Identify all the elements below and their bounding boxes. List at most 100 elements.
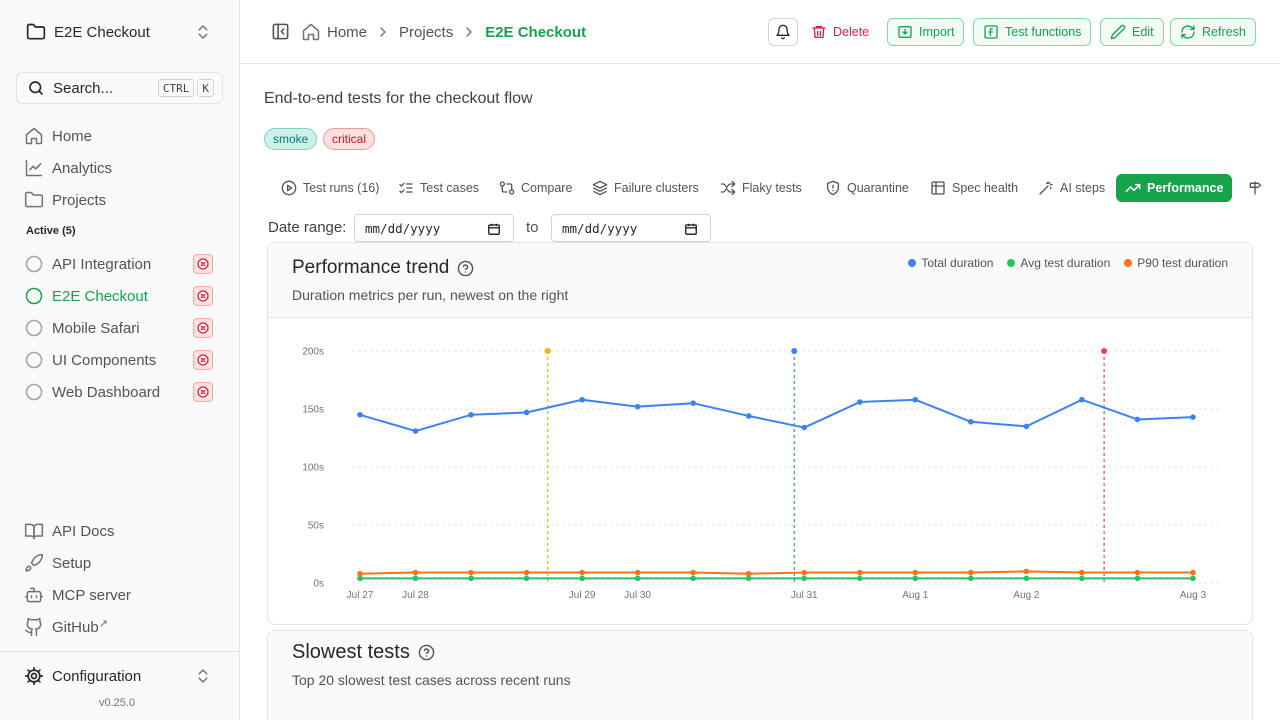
performance-trend-card: Performance trend Duration metrics per r… bbox=[267, 242, 1253, 625]
sidebar-item-label: GitHub bbox=[52, 618, 99, 636]
sidebar-project-web-dashboard[interactable]: Web Dashboard bbox=[24, 380, 160, 404]
search-icon bbox=[27, 79, 45, 97]
circle-icon bbox=[24, 382, 44, 402]
help-circle-icon[interactable] bbox=[457, 260, 474, 277]
sidebar-project-mobile-safari[interactable]: Mobile Safari bbox=[24, 316, 140, 340]
external-link-icon: ↗ bbox=[98, 617, 108, 630]
performance-card-header: Performance trend Duration metrics per r… bbox=[268, 243, 1252, 318]
sidebar-item-analytics[interactable]: Analytics bbox=[24, 156, 112, 180]
remove-project-button[interactable] bbox=[193, 254, 213, 274]
tab-flaky-tests[interactable]: Flaky tests bbox=[711, 174, 811, 202]
legend-item-total[interactable]: Total duration bbox=[908, 256, 993, 270]
home-icon[interactable] bbox=[301, 22, 321, 42]
sidebar-item-home[interactable]: Home bbox=[24, 124, 92, 148]
remove-project-button[interactable] bbox=[193, 318, 213, 338]
tab-compare[interactable]: Compare bbox=[490, 174, 581, 202]
data-point bbox=[1134, 416, 1141, 423]
import-button[interactable]: Import bbox=[887, 18, 965, 46]
tab-failure-clusters[interactable]: Failure clusters bbox=[583, 174, 708, 202]
data-point bbox=[690, 400, 696, 406]
sidebar-toggle-icon[interactable] bbox=[271, 22, 290, 41]
table-icon bbox=[930, 180, 946, 196]
data-point bbox=[690, 569, 696, 576]
import-icon bbox=[897, 24, 913, 40]
data-point bbox=[912, 396, 919, 403]
chevrons-up-down-icon bbox=[194, 23, 212, 41]
tab-spec-health[interactable]: Spec health bbox=[921, 174, 1027, 202]
circle-icon bbox=[24, 318, 44, 338]
notifications-button[interactable] bbox=[768, 18, 798, 46]
run-marker-dot bbox=[1101, 348, 1108, 354]
tab-test-runs[interactable]: Test runs (16) bbox=[272, 174, 388, 202]
remove-project-button[interactable] bbox=[193, 286, 213, 306]
x-tick-label: Aug 3 bbox=[1180, 590, 1207, 601]
tab-performance[interactable]: Performance bbox=[1116, 174, 1233, 202]
data-point bbox=[579, 575, 585, 582]
chevron-right-icon bbox=[461, 24, 477, 40]
tag-critical[interactable]: critical bbox=[323, 128, 376, 150]
folder-icon bbox=[24, 190, 44, 210]
remove-project-button[interactable] bbox=[193, 382, 213, 402]
sidebar-item-label: Analytics bbox=[52, 159, 113, 177]
active-projects-heading: Active (5) bbox=[26, 225, 76, 237]
x-tick-label: Jul 29 bbox=[569, 590, 596, 601]
tab-label: Performance bbox=[1147, 181, 1224, 195]
tag-smoke[interactable]: smoke bbox=[264, 128, 318, 150]
refresh-button[interactable]: Refresh bbox=[1170, 18, 1256, 46]
kbd-ctrl: CTRL bbox=[157, 79, 195, 97]
tab-test-cases[interactable]: Test cases bbox=[389, 174, 488, 202]
sidebar-link-mcp-server[interactable]: MCP server bbox=[24, 583, 131, 607]
legend-item-p90[interactable]: P90 test duration bbox=[1124, 256, 1228, 270]
legend-item-avg[interactable]: Avg test duration bbox=[1007, 256, 1110, 270]
date-to-input[interactable]: mm/dd/yyyy bbox=[551, 214, 711, 242]
sidebar: E2E Checkout Search... CTRL K Home Analy… bbox=[0, 0, 240, 720]
tab-overflow[interactable] bbox=[1238, 174, 1272, 202]
rocket-icon bbox=[24, 553, 44, 573]
sidebar-project-ui-components[interactable]: UI Components bbox=[24, 348, 156, 372]
data-point bbox=[801, 569, 808, 576]
tab-quarantine[interactable]: Quarantine bbox=[816, 174, 918, 202]
configuration-label: Configuration bbox=[52, 667, 142, 685]
sidebar-link-github[interactable]: GitHub ↗ bbox=[24, 615, 108, 639]
breadcrumb: Home Projects E2E Checkout bbox=[301, 22, 586, 42]
search-input[interactable]: Search... CTRL K bbox=[16, 72, 223, 104]
data-point bbox=[634, 575, 641, 582]
tab-label: Spec health bbox=[952, 181, 1019, 195]
x-circle-icon bbox=[197, 258, 209, 270]
data-point bbox=[968, 569, 974, 576]
data-point bbox=[468, 569, 474, 576]
date-from-input[interactable]: mm/dd/yyyy bbox=[354, 214, 514, 242]
data-point bbox=[412, 428, 419, 434]
slowest-title: Slowest tests bbox=[292, 641, 435, 664]
remove-project-button[interactable] bbox=[193, 350, 213, 370]
run-marker-dot bbox=[544, 348, 551, 354]
gear-icon bbox=[24, 666, 44, 686]
test-functions-button[interactable]: Test functions bbox=[973, 18, 1092, 46]
data-point bbox=[523, 409, 530, 416]
data-point bbox=[579, 396, 585, 403]
sidebar-project-label: Web Dashboard bbox=[52, 383, 161, 401]
sidebar-link-setup[interactable]: Setup bbox=[24, 551, 91, 575]
sidebar-item-projects[interactable]: Projects bbox=[24, 188, 106, 212]
tab-ai-steps[interactable]: AI steps bbox=[1029, 174, 1114, 202]
home-icon bbox=[24, 126, 44, 146]
sidebar-project-e2e-checkout[interactable]: E2E Checkout bbox=[24, 284, 148, 308]
date-to-label: to bbox=[526, 219, 539, 236]
edit-button[interactable]: Edit bbox=[1100, 18, 1164, 46]
delete-button[interactable]: Delete bbox=[801, 18, 879, 46]
breadcrumb-home[interactable]: Home bbox=[327, 23, 368, 41]
sidebar-link-api-docs[interactable]: API Docs bbox=[24, 519, 115, 543]
data-point bbox=[1190, 569, 1196, 576]
tab-label: Test runs (16) bbox=[303, 181, 380, 195]
sidebar-project-api-integration[interactable]: API Integration bbox=[24, 252, 151, 276]
data-point bbox=[745, 570, 752, 577]
import-label: Import bbox=[919, 25, 955, 39]
help-circle-icon[interactable] bbox=[418, 644, 435, 661]
project-switcher[interactable]: E2E Checkout bbox=[16, 16, 224, 48]
data-point bbox=[1023, 423, 1030, 430]
breadcrumb-projects[interactable]: Projects bbox=[399, 23, 454, 41]
configuration-menu[interactable]: Configuration bbox=[24, 664, 216, 688]
function-icon bbox=[983, 24, 999, 40]
data-point bbox=[968, 418, 974, 425]
series-line bbox=[359, 570, 1193, 575]
